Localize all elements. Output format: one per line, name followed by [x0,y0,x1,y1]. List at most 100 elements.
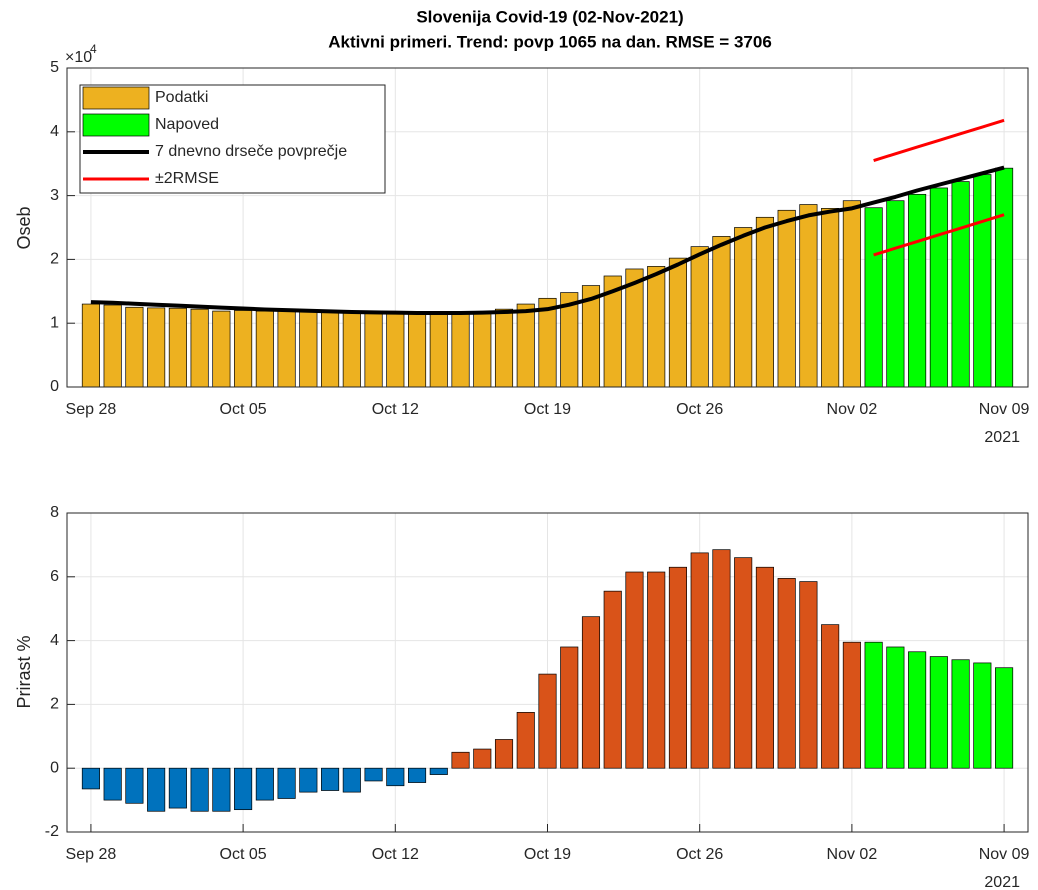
y-tick-label: 0 [50,759,59,776]
axes-box [66,67,1029,388]
bar [364,767,383,782]
bar [690,246,709,388]
bar [408,767,427,783]
bar [408,312,427,388]
bar [147,767,166,812]
bar [603,590,622,769]
bar [712,236,731,388]
bar [81,303,100,388]
bar [299,767,318,793]
x-tick-label: Nov 09 [979,401,1030,418]
y-tick-label: 1 [50,314,59,331]
bar [494,739,514,769]
bar [755,566,774,769]
legend-label: ±2RMSE [155,170,219,187]
bar [277,310,296,388]
x-tick-label: Nov 02 [827,401,878,418]
x-tick-label: Oct 12 [372,846,419,863]
bar [560,646,579,769]
bar [516,712,535,769]
bar [777,578,796,769]
bar [364,312,383,388]
y-tick-label: 8 [50,504,59,521]
y-tick-label: 0 [50,378,59,395]
bar [386,767,405,787]
bar [125,306,144,388]
bar [451,751,470,769]
bar [690,552,709,769]
bar [147,307,166,388]
bar [168,767,187,809]
bar [647,266,666,388]
bar [429,312,448,388]
bar [190,767,209,812]
bar [321,311,340,388]
bar [255,310,274,388]
bar [342,311,361,388]
bar [842,200,861,388]
x-tick-label: Oct 05 [220,401,267,418]
bar [951,659,970,769]
bar [625,571,644,769]
bar [212,310,231,388]
bar [125,767,144,804]
bar [321,767,340,791]
bar [799,581,818,769]
x-tick-label: Oct 19 [524,846,571,863]
y-axis-label: Oseb [14,206,34,249]
legend-swatch [82,113,150,137]
bar [995,667,1014,769]
bar [538,673,557,769]
x-year-label: 2021 [984,429,1020,446]
bar [668,257,687,388]
line [873,118,1005,162]
y-tick-label: 4 [50,123,59,140]
bar [886,200,905,388]
x-tick-label: Oct 26 [676,401,723,418]
legend-swatch [82,86,150,110]
bar [973,174,992,388]
bar [647,571,666,769]
x-tick-label: Oct 05 [220,846,267,863]
x-tick-label: Oct 26 [676,846,723,863]
bar [886,646,905,769]
bar [234,310,253,388]
y-tick-label: 2 [50,251,59,268]
bar [712,549,731,769]
legend-label: Podatki [155,89,208,106]
line [90,165,1005,315]
y-tick-label: 3 [50,187,59,204]
bar [734,227,753,388]
x-tick-label: Nov 09 [979,846,1030,863]
x-tick-label: Oct 19 [524,401,571,418]
bar [908,193,927,388]
y-exponent-label: ×10 [65,49,92,66]
x-tick-label: Sep 28 [66,846,117,863]
x-tick-label: Nov 02 [827,846,878,863]
bar [103,304,122,388]
legend-label: 7 dnevno drseče povprečje [155,143,347,160]
bar [168,307,187,388]
bar [473,748,492,769]
bar [81,767,100,790]
x-tick-label: Oct 12 [372,401,419,418]
bar [995,167,1014,388]
bar [429,767,448,775]
bar [277,767,296,799]
bar [864,641,883,769]
bar [821,208,840,388]
bar [951,181,970,388]
bar [799,204,818,388]
y-tick-label: -2 [45,823,59,840]
bar [777,209,796,388]
bar [255,767,274,801]
chart-title: Slovenija Covid-19 (02-Nov-2021) [416,7,683,26]
line [873,213,1005,257]
bar [190,308,209,388]
bar [929,187,948,388]
bar [842,641,861,769]
y-exponent: 4 [90,42,97,56]
chart-subtitle: Aktivni primeri. Trend: povp 1065 na dan… [328,32,772,51]
bar [234,767,253,811]
bar [973,662,992,769]
